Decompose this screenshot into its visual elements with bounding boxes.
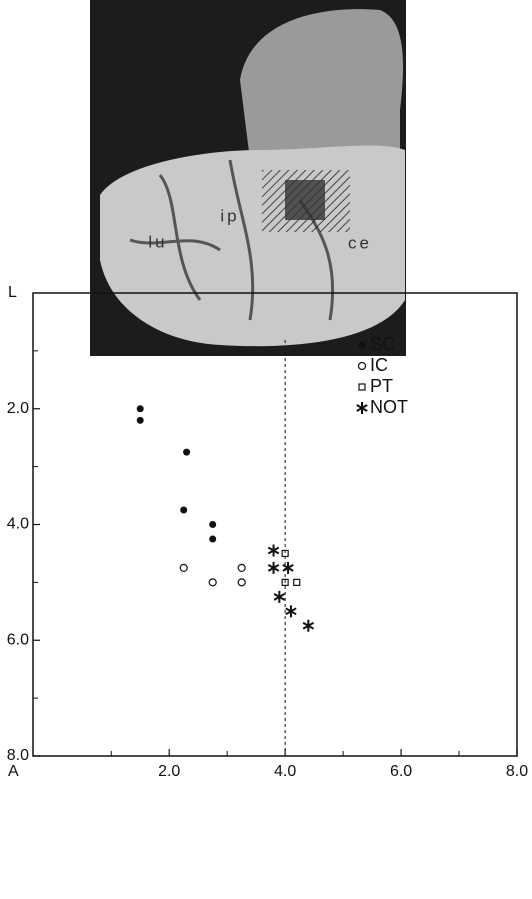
y-tick-label: 2.0 xyxy=(7,400,29,417)
plot-frame xyxy=(32,292,518,757)
legend-label: IC xyxy=(370,355,388,375)
y-tick-label: 6.0 xyxy=(7,631,29,648)
marker xyxy=(237,578,246,587)
marker xyxy=(281,549,289,558)
marker xyxy=(267,561,280,574)
legend-marker xyxy=(358,341,366,349)
brain-photo: lu ip ce xyxy=(90,0,406,356)
marker xyxy=(285,605,297,618)
y-tick-label: 4.0 xyxy=(7,516,29,533)
marker xyxy=(136,416,144,424)
x-tick-label: 2.0 xyxy=(158,763,180,780)
marker xyxy=(208,578,217,587)
legend-marker xyxy=(358,383,366,391)
marker xyxy=(209,535,217,543)
y-tick-label: 8.0 xyxy=(7,747,29,764)
marker xyxy=(281,578,289,586)
legend-marker xyxy=(356,402,368,414)
marker xyxy=(282,561,294,574)
marker xyxy=(179,563,188,573)
marker xyxy=(180,506,188,514)
legend-label: NOT xyxy=(370,397,408,417)
legend-label: SC xyxy=(370,334,395,354)
x-tick-label: 4.0 xyxy=(274,763,296,780)
marker xyxy=(209,521,217,528)
x-axis-label: A xyxy=(8,763,19,780)
marker xyxy=(136,405,144,413)
marker xyxy=(237,563,246,573)
legend-label: PT xyxy=(370,376,393,396)
marker xyxy=(302,619,315,632)
y-axis-label: L xyxy=(8,284,17,301)
photo-label: ce xyxy=(348,233,372,252)
photo-label: lu xyxy=(148,232,167,251)
x-tick-label: 6.0 xyxy=(390,763,412,780)
marker xyxy=(183,448,191,456)
legend-marker xyxy=(357,361,367,371)
marker xyxy=(293,578,301,586)
marker xyxy=(273,590,286,603)
marker xyxy=(267,544,280,557)
x-tick-label: 8.0 xyxy=(506,763,528,780)
photo-label: ip xyxy=(220,206,239,225)
